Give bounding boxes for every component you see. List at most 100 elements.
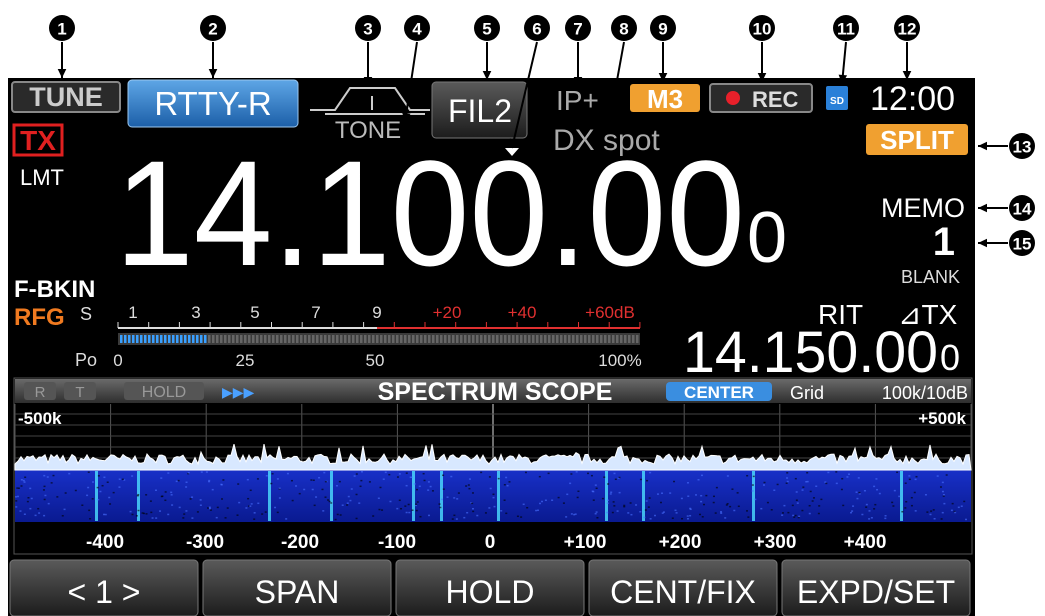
waterfall-speck (221, 498, 224, 500)
filter-button[interactable] (431, 81, 528, 139)
function-button[interactable] (781, 559, 971, 616)
waterfall-speck (623, 505, 626, 508)
waterfall-speck (416, 501, 419, 503)
blank-label: BLANK (901, 267, 960, 287)
waterfall-speck (171, 504, 174, 506)
mode-label: RTTY-R (154, 85, 271, 122)
waterfall-speck (379, 486, 382, 489)
waterfall-speck (914, 510, 917, 512)
waterfall-speck (471, 492, 474, 494)
waterfall-speck (37, 507, 40, 510)
function-button[interactable] (588, 559, 778, 616)
waterfall-speck (884, 515, 887, 517)
meter-segment (388, 335, 391, 343)
waterfall-speck (285, 518, 288, 520)
waterfall-speck (539, 502, 542, 505)
callout-number: 6 (532, 20, 541, 39)
waterfall-speck (725, 504, 728, 506)
hold-box (124, 382, 204, 400)
meter-segment (288, 335, 291, 343)
waterfall-speck (123, 479, 126, 481)
waterfall-speck (681, 517, 684, 520)
function-button[interactable] (9, 559, 199, 616)
callout-badge (524, 15, 550, 41)
waterfall-speck (87, 471, 90, 473)
waterfall-speck (61, 515, 64, 517)
meter-segment (308, 335, 311, 343)
waterfall-speck (96, 486, 99, 489)
callout-number: 4 (412, 20, 422, 39)
waterfall-speck (607, 499, 610, 502)
waterfall-speck (930, 510, 933, 512)
waterfall-speck (324, 480, 327, 483)
waterfall-speck (904, 507, 907, 509)
waterfall-speck (44, 494, 47, 497)
waterfall-speck (405, 511, 408, 514)
meter-segment (212, 335, 215, 343)
waterfall-speck (913, 491, 916, 494)
meter-segment (600, 335, 603, 343)
waterfall-speck (569, 482, 572, 485)
meter-segment (224, 335, 227, 343)
waterfall-speck (700, 474, 703, 477)
waterfall-speck (408, 511, 411, 514)
waterfall-speck (794, 514, 797, 517)
waterfall-speck (439, 506, 442, 509)
waterfall-speck (472, 510, 475, 513)
waterfall-speck (442, 488, 445, 490)
break-in-label: F-BKIN (14, 276, 95, 303)
meter-segment (492, 335, 495, 343)
center-box[interactable] (666, 382, 772, 401)
function-button[interactable] (202, 559, 392, 616)
waterfall-speck (746, 474, 749, 477)
waterfall-speck (770, 509, 773, 511)
waterfall-speck (103, 476, 106, 479)
waterfall-speck (488, 476, 491, 478)
waterfall-speck (596, 516, 599, 519)
waterfall-speck (855, 491, 858, 493)
waterfall-speck (160, 495, 163, 498)
waterfall-speck (182, 517, 185, 519)
meter-segment (336, 335, 339, 343)
waterfall-speck (884, 517, 887, 520)
waterfall-speck (915, 475, 918, 478)
main-frequency-last-digit: 0 (747, 198, 787, 278)
meter-segment (528, 335, 531, 343)
meter-segment (444, 335, 447, 343)
meter-segment (544, 335, 547, 343)
tune-box[interactable] (11, 81, 121, 113)
waterfall-speck (211, 488, 214, 491)
meter-segment (460, 335, 463, 343)
waterfall-speck (570, 513, 573, 515)
mode-button[interactable] (127, 79, 299, 128)
meter-segment (144, 335, 147, 343)
sd-icon (826, 86, 848, 110)
meter-segment (472, 335, 475, 343)
waterfall-speck (798, 515, 801, 518)
callout-number: 10 (753, 20, 772, 39)
waterfall-speck (526, 506, 529, 509)
function-button[interactable] (395, 559, 585, 616)
sub-frequency-last-digit: 0 (940, 337, 960, 378)
meter-segment (620, 335, 623, 343)
waterfall-speck (245, 507, 248, 509)
meter-segment (344, 335, 347, 343)
waterfall-speck (303, 488, 306, 491)
waterfall-speck (167, 472, 170, 474)
waterfall-speck (249, 505, 252, 507)
waterfall-speck (506, 484, 509, 487)
meter-segment (612, 335, 615, 343)
rec-box[interactable] (709, 83, 813, 113)
waterfall-speck (131, 475, 134, 477)
waterfall-speck (926, 511, 929, 513)
tx-label: TX (20, 125, 56, 156)
waterfall-speck (23, 513, 26, 516)
meter-segment (228, 335, 231, 343)
function-button-label: CENT/FIX (610, 574, 756, 610)
meter-segment (548, 335, 551, 343)
waterfall-speck (427, 481, 430, 483)
callout-leader (511, 41, 538, 149)
waterfall-speck (656, 493, 659, 495)
waterfall-speck (689, 508, 692, 511)
